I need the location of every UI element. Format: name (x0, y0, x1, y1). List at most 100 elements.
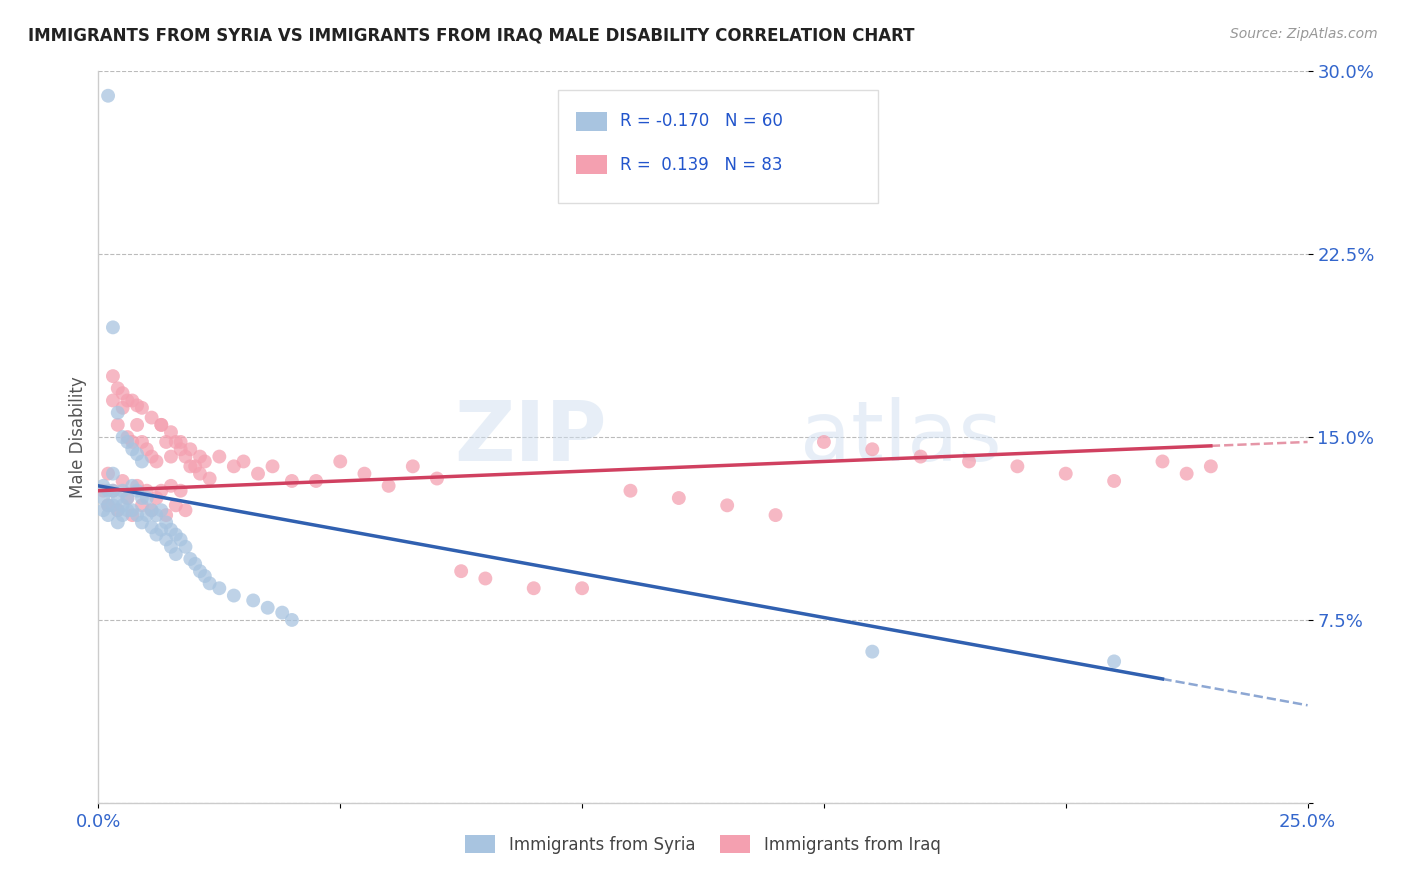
Point (194, 569, 217, 583)
Point (716, 499, 738, 513)
Point (169, 434, 191, 449)
Point (97, 508, 120, 522)
Point (910, 450, 932, 464)
Point (141, 503, 163, 517)
Point (1102, 654, 1125, 668)
Point (111, 499, 134, 513)
Point (160, 479, 183, 493)
Point (165, 499, 187, 513)
FancyBboxPatch shape (558, 90, 879, 203)
Point (198, 576, 221, 591)
FancyBboxPatch shape (576, 112, 607, 130)
Point (131, 516, 153, 530)
Point (145, 527, 167, 541)
Point (523, 581, 546, 595)
Point (247, 467, 270, 481)
Point (97, 88, 120, 103)
Text: ZIP: ZIP (454, 397, 606, 477)
Point (150, 417, 173, 432)
Point (91, 483, 114, 498)
Point (281, 613, 304, 627)
Point (474, 572, 496, 586)
Point (107, 381, 129, 395)
Point (150, 483, 173, 498)
Point (160, 425, 183, 440)
Point (184, 459, 207, 474)
Point (668, 491, 690, 505)
Point (619, 483, 641, 498)
Point (121, 393, 143, 408)
Point (135, 508, 157, 522)
Point (1175, 467, 1198, 481)
Point (860, 442, 883, 457)
Point (262, 459, 284, 474)
FancyBboxPatch shape (576, 155, 607, 175)
Point (111, 401, 134, 415)
Point (353, 467, 375, 481)
Point (150, 417, 173, 432)
Point (256, 600, 278, 615)
Point (188, 467, 211, 481)
Point (174, 540, 197, 554)
Point (107, 516, 129, 530)
Point (141, 410, 163, 425)
Point (121, 503, 143, 517)
Point (135, 442, 157, 457)
Point (957, 454, 980, 468)
Point (117, 434, 139, 449)
Text: Source: ZipAtlas.com: Source: ZipAtlas.com (1230, 27, 1378, 41)
Point (117, 491, 139, 505)
Point (155, 516, 177, 530)
Point (97, 499, 120, 513)
Point (91, 491, 114, 505)
Point (145, 491, 167, 505)
Point (1054, 467, 1077, 481)
Point (145, 454, 167, 468)
Point (450, 564, 472, 578)
Point (131, 401, 153, 415)
Point (208, 450, 231, 464)
Point (222, 459, 245, 474)
Point (145, 508, 167, 522)
Point (377, 479, 399, 493)
Point (174, 503, 197, 517)
Point (91, 479, 114, 493)
Point (111, 386, 134, 401)
Point (111, 508, 134, 522)
Point (107, 417, 129, 432)
Point (101, 393, 124, 408)
Point (131, 454, 153, 468)
Point (402, 459, 425, 474)
Point (111, 474, 134, 488)
Point (160, 540, 183, 554)
Point (169, 483, 191, 498)
Point (1152, 454, 1174, 468)
Point (150, 503, 173, 517)
Point (141, 450, 163, 464)
Point (107, 503, 129, 517)
Point (329, 454, 352, 468)
Point (117, 503, 139, 517)
Text: R = -0.170   N = 60: R = -0.170 N = 60 (620, 112, 783, 130)
Point (165, 547, 187, 561)
Point (107, 503, 129, 517)
Point (165, 527, 187, 541)
Point (179, 459, 201, 474)
Point (1199, 459, 1222, 474)
Point (101, 483, 124, 498)
Point (97, 467, 120, 481)
Point (281, 474, 304, 488)
Point (198, 471, 221, 485)
Point (121, 442, 143, 457)
Point (174, 450, 197, 464)
Point (121, 434, 143, 449)
Point (117, 491, 139, 505)
Point (131, 491, 153, 505)
Point (121, 508, 143, 522)
Point (860, 645, 883, 659)
Point (1007, 459, 1029, 474)
Point (117, 393, 139, 408)
Point (571, 581, 593, 595)
Point (242, 593, 264, 607)
Point (101, 483, 124, 498)
